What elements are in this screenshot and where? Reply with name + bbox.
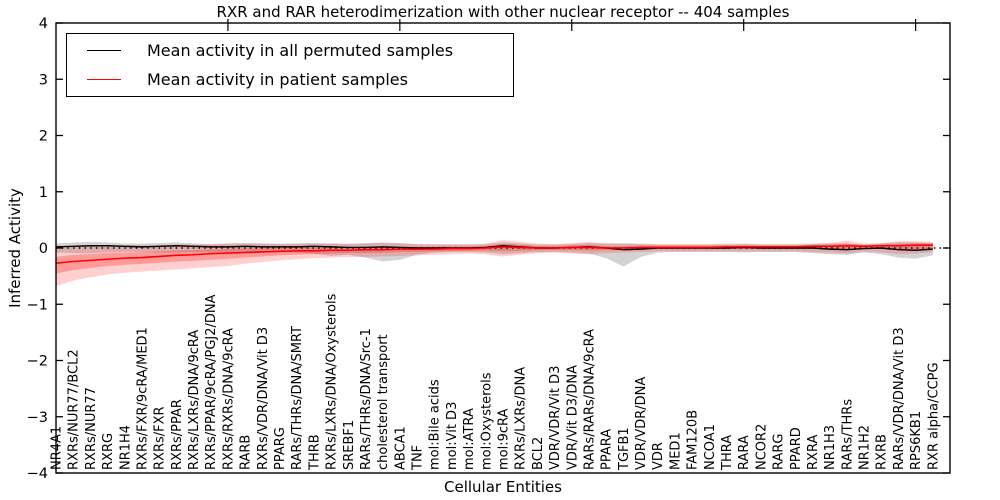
y-tick-label: −4	[27, 466, 48, 482]
x-category-label: cholesterol transport	[376, 334, 391, 470]
x-category-label: TNF	[411, 445, 426, 471]
permuted-mean-line	[55, 245, 933, 251]
patient-mean-line	[55, 244, 933, 264]
x-category-label: RARs/THRs/DNA/Src-1	[359, 328, 374, 470]
x-category-label: NR1H3	[823, 425, 838, 470]
y-tick-label: 3	[39, 72, 48, 88]
x-category-label: RXR alpha/CCPG	[926, 362, 941, 470]
x-category-label: VDR/VDR/Vit D3	[548, 366, 563, 470]
y-tick-label: 4	[39, 16, 48, 32]
x-category-label: RXRs/VDR/DNA/Vit D3	[256, 327, 271, 470]
x-category-label: FAM120B	[686, 410, 701, 470]
y-tick-label: 0	[39, 241, 48, 257]
x-axis-title: Cellular Entities	[444, 478, 562, 496]
x-category-label: PPARD	[789, 427, 804, 470]
x-category-label: BCL2	[531, 437, 546, 470]
x-category-label: RXRs/LXRs/DNA	[514, 367, 529, 470]
x-category-label: RXRs/PPAR/9cRA/PGJ2/DNA	[204, 294, 219, 470]
x-category-label: VDR/VDR/DNA	[634, 377, 649, 470]
x-category-label: RARG	[772, 433, 787, 470]
x-category-label: RXRs/LXRs/DNA/Oxysterols	[325, 293, 340, 470]
y-axis-title: Inferred Activity	[6, 188, 24, 308]
x-category-label: VDR/Vit D3/DNA	[565, 365, 580, 470]
x-category-label: RXRs/LXRs/DNA/9cRA	[187, 330, 202, 470]
x-category-label: RARs/THRs/DNA/SMRT	[290, 326, 305, 470]
x-category-label: SREBF1	[342, 420, 357, 470]
x-category-label: NCOR2	[754, 424, 769, 470]
x-category-label: PPARA	[600, 429, 615, 470]
x-category-label: NCOA1	[703, 424, 718, 470]
x-category-label: RXRs/NUR77/BCL2	[67, 349, 82, 470]
x-category-label: RXRs/NUR77	[84, 387, 99, 470]
chart-title: RXR and RAR heterodimerization with othe…	[216, 3, 790, 21]
x-category-label: RXRs/RXRs/DNA/9cRA	[221, 328, 236, 470]
x-category-label: RARA	[737, 435, 752, 470]
x-category-label: RARB	[239, 435, 254, 470]
y-tick-label: 1	[39, 185, 48, 201]
legend-label-patient: Mean activity in patient samples	[147, 70, 408, 89]
x-category-label: PPARG	[273, 427, 288, 470]
x-category-label: mol:ATRA	[462, 408, 477, 470]
x-category-label: mol:9cRA	[497, 408, 512, 470]
x-category-label: RXRB	[875, 434, 890, 470]
x-category-label: RARs/RARs/DNA/9cRA	[582, 329, 597, 470]
x-category-label: mol:Oxysterols	[479, 372, 494, 470]
x-category-label: NR1H2	[858, 425, 873, 470]
x-category-label: RXRs/FXR	[153, 406, 168, 470]
x-category-label: NR4A1	[50, 426, 65, 470]
legend-item-patient: Mean activity in patient samples	[67, 67, 513, 93]
x-category-label: RXRs/FXR/9cRA/MED1	[135, 327, 150, 470]
x-category-label: VDR	[651, 442, 666, 470]
x-category-label: RARs/VDR/DNA/Vit D3	[892, 327, 907, 470]
y-tick-label: 2	[39, 129, 48, 145]
permuted-line-swatch	[87, 50, 121, 51]
legend: Mean activity in all permuted samples Me…	[66, 33, 514, 97]
x-category-label: NR1H4	[118, 425, 133, 470]
x-category-label: THRA	[720, 435, 735, 471]
legend-item-permuted: Mean activity in all permuted samples	[67, 38, 513, 64]
x-category-label: THRB	[307, 434, 322, 471]
x-category-label: RARs/THRs	[840, 399, 855, 470]
x-category-label: MED1	[668, 432, 683, 470]
x-category-label: RXRA	[806, 435, 821, 470]
x-category-label: ABCA1	[393, 426, 408, 470]
x-category-label: mol:Bile acids	[428, 379, 443, 470]
patient-line-swatch	[87, 79, 121, 80]
y-tick-label: −3	[27, 410, 48, 426]
x-category-label: TGFB1	[617, 427, 632, 471]
x-category-label: mol:Vit D3	[445, 402, 460, 470]
x-category-label: RXRs/PPAR	[170, 399, 185, 470]
y-tick-label: −1	[27, 297, 48, 313]
x-category-label: RXRG	[101, 433, 116, 470]
x-category-label: RPS6KB1	[909, 411, 924, 470]
y-tick-label: −2	[27, 354, 48, 370]
legend-label-permuted: Mean activity in all permuted samples	[147, 41, 454, 60]
